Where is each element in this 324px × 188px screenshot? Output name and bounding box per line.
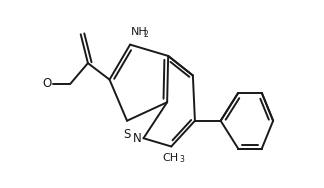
Text: CH: CH — [162, 153, 178, 163]
Text: NH: NH — [131, 27, 148, 37]
Text: 2: 2 — [143, 30, 148, 39]
Text: 3: 3 — [179, 155, 184, 164]
Text: O: O — [42, 77, 51, 90]
Text: N: N — [133, 132, 142, 145]
Text: S: S — [123, 128, 131, 141]
